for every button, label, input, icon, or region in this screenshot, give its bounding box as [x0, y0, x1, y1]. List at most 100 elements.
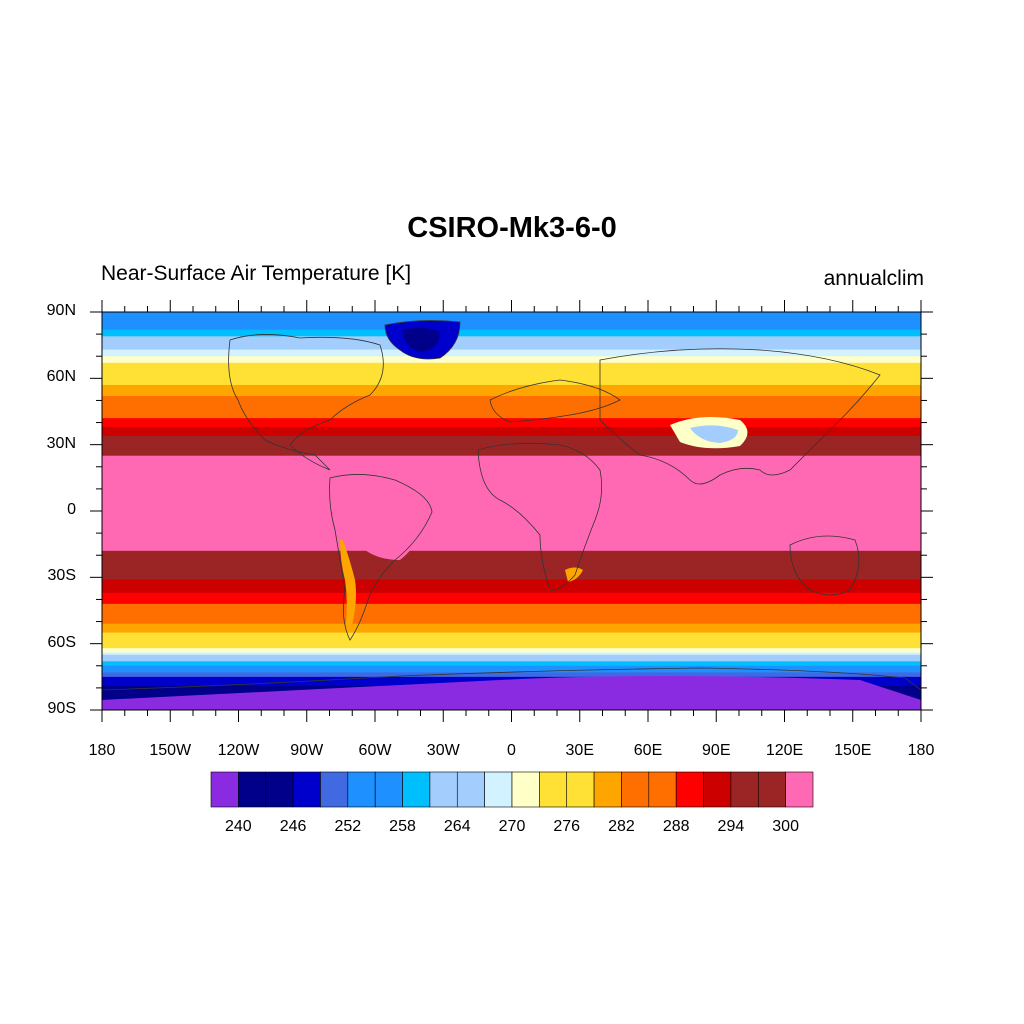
temperature-band	[102, 586, 921, 589]
temperature-band	[102, 659, 921, 662]
temperature-band	[102, 365, 921, 368]
longitude-label: 150E	[834, 742, 872, 759]
temperature-band	[102, 663, 921, 667]
north-america-coast	[228, 334, 384, 471]
colorbar-label: 258	[389, 818, 416, 835]
temperature-band	[102, 411, 921, 415]
temperature-band	[102, 336, 921, 340]
temperature-band	[102, 329, 921, 333]
temperature-band	[102, 376, 921, 379]
colorbar-label: 270	[498, 818, 526, 835]
colorbar-swatch	[265, 771, 294, 808]
temperature-band	[102, 559, 921, 563]
temperature-band	[102, 546, 921, 550]
temperature-band	[102, 497, 921, 501]
temperature-band	[102, 672, 921, 676]
temperature-band	[102, 325, 921, 329]
temperature-band	[102, 358, 921, 362]
longitude-label: 150W	[149, 742, 192, 759]
temperature-band	[102, 506, 921, 510]
longitude-label: 90W	[290, 742, 324, 759]
continent-overlays	[102, 320, 921, 710]
temperature-band	[102, 451, 921, 455]
temperature-band	[102, 367, 921, 371]
temperature-band	[102, 418, 921, 421]
temperature-band	[102, 608, 921, 612]
colorbar-swatch	[566, 771, 595, 808]
temperature-band	[102, 541, 921, 545]
temperature-band	[102, 371, 921, 375]
temperature-band	[102, 570, 921, 574]
temperature-band	[102, 393, 921, 397]
colorbar-swatch	[238, 771, 267, 808]
colorbar-label: 252	[334, 818, 362, 835]
temperature-band	[102, 504, 921, 508]
temperature-band	[102, 583, 921, 587]
colorbar-label: 246	[279, 818, 307, 835]
colorbar-swatch	[402, 771, 431, 808]
temperature-band	[102, 378, 921, 382]
asia-coast	[599, 348, 881, 485]
temperature-band	[102, 528, 921, 532]
colorbar-swatch	[484, 771, 513, 808]
temperature-band	[102, 667, 921, 671]
temperature-band	[102, 588, 921, 592]
greenland-coast	[384, 320, 461, 360]
temperature-band	[102, 440, 921, 444]
temperature-band	[102, 362, 921, 366]
colorbar-label: 276	[553, 818, 581, 835]
temperature-band	[102, 654, 921, 658]
temperature-band	[102, 340, 921, 344]
temperature-band	[102, 415, 921, 419]
temperature-band	[102, 373, 921, 377]
colorbar-swatch	[456, 771, 485, 808]
colorbar-label: 294	[717, 818, 745, 835]
temperature-band	[102, 347, 921, 351]
temperature-band	[102, 515, 921, 519]
temperature-band	[102, 550, 921, 554]
temperature-band	[102, 590, 921, 594]
temperature-band	[102, 407, 921, 410]
temperature-band	[102, 603, 921, 607]
temperature-band	[102, 511, 921, 514]
temperature-band	[102, 369, 921, 373]
temperature-band	[102, 561, 921, 565]
colorbar-label: 300	[772, 818, 799, 835]
temperature-band	[102, 513, 921, 517]
temperature-band	[102, 674, 921, 678]
temperature-band	[102, 555, 921, 559]
temperature-band	[102, 438, 921, 441]
temperature-band	[102, 508, 921, 512]
colorbar-swatch	[539, 771, 568, 808]
temperature-band	[102, 431, 921, 435]
temperature-band	[102, 444, 921, 448]
temperature-band	[102, 422, 921, 426]
temperature-band	[102, 572, 921, 576]
coastlines	[102, 320, 921, 691]
temperature-band	[102, 387, 921, 390]
colorbar-swatch	[703, 771, 732, 808]
temperature-band	[102, 402, 921, 406]
temperature-band	[102, 517, 921, 521]
temperature-band	[102, 623, 921, 627]
africa-hot-region	[477, 458, 596, 507]
africa-coast	[477, 442, 603, 591]
temperature-band	[102, 639, 921, 643]
temperature-band	[102, 380, 921, 384]
colorbar-swatch	[292, 771, 321, 808]
colorbar-swatch	[347, 771, 376, 808]
temperature-band	[102, 535, 921, 539]
temperature-band	[102, 544, 921, 547]
colorbar	[210, 771, 814, 808]
antarctica-deep-cold	[102, 676, 921, 710]
temperature-band	[102, 614, 921, 618]
south-america-coast	[329, 474, 433, 641]
longitude-label: 30E	[565, 742, 594, 759]
temperature-band	[102, 564, 921, 567]
temperature-band	[102, 645, 921, 649]
australia-coast	[789, 535, 860, 596]
temperature-band	[102, 581, 921, 585]
temperature-band	[102, 650, 921, 654]
temperature-band	[102, 342, 921, 346]
